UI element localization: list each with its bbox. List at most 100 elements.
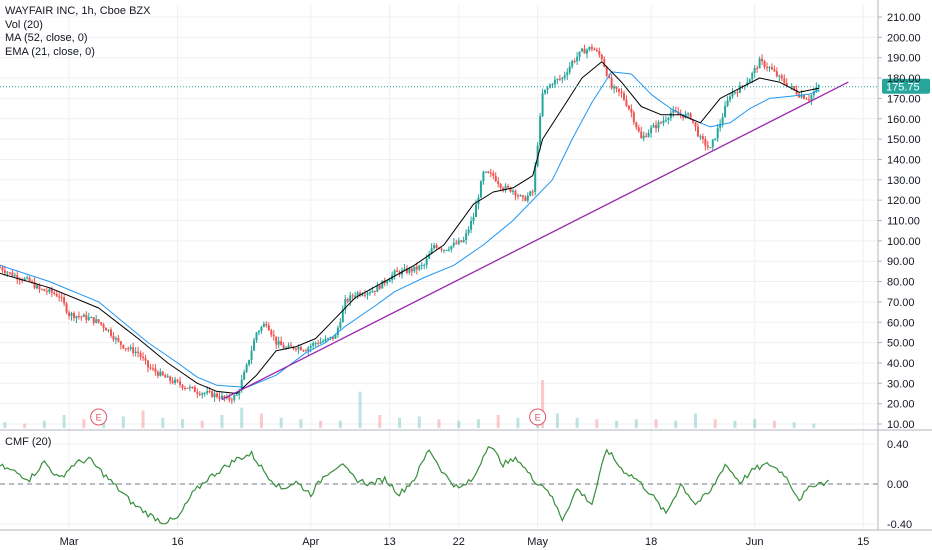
candle-body (114, 338, 117, 340)
candle-body (26, 277, 29, 279)
candle-body (238, 390, 241, 395)
candle-body (95, 319, 98, 323)
candle-body (640, 131, 643, 139)
volume-bar (437, 419, 441, 428)
candle-body (203, 393, 206, 395)
candle-body (92, 317, 95, 323)
x-tick-label: 15 (857, 536, 869, 548)
candle-body (257, 331, 260, 333)
candle-body (151, 368, 154, 370)
candle-body (583, 48, 586, 54)
candle-body (336, 327, 339, 336)
candle-body (447, 249, 450, 251)
candle-body (632, 112, 635, 123)
candle-body (277, 341, 280, 345)
candle-body (319, 341, 322, 344)
candle-body (346, 299, 349, 302)
candle-body (603, 59, 606, 67)
candle-body (507, 185, 510, 188)
symbol-title: WAYFAIR INC, 1h, Cboe BZX (5, 5, 151, 17)
x-tick-label: Mar (60, 536, 79, 548)
cmf-y-tick-label: 0.40 (887, 439, 908, 451)
volume-legend: Vol (20) (5, 18, 43, 31)
candle-body (90, 317, 93, 319)
candle-body (183, 387, 186, 389)
candle-body (425, 258, 428, 265)
candle-body (154, 368, 157, 372)
candle-body (576, 56, 579, 62)
candle-body (450, 245, 453, 250)
candle-body (1, 267, 4, 271)
candle-body (415, 266, 418, 270)
earnings-marker[interactable]: E (529, 408, 547, 426)
volume-bar (378, 414, 382, 428)
candle-body (748, 79, 751, 83)
earnings-marker-label: E (535, 413, 541, 423)
candle-body (573, 61, 576, 63)
candle-body (196, 392, 199, 394)
candle-body (408, 268, 411, 273)
cmf-legend: CMF (20) (5, 436, 52, 448)
candle-body (410, 268, 413, 272)
candle-body (31, 281, 34, 283)
candle-body (97, 319, 100, 323)
candle-body (381, 280, 384, 289)
candle-body (687, 113, 690, 115)
candle-body (544, 89, 547, 94)
candle-body (465, 232, 468, 241)
candle-body (230, 399, 233, 401)
candle-body (704, 139, 707, 146)
candle-body (361, 294, 364, 296)
volume-bar (733, 420, 737, 428)
volume-bar (62, 414, 66, 428)
candle-body (793, 86, 796, 90)
candle-body (452, 242, 455, 246)
candle-body (378, 285, 381, 289)
candle-body (144, 358, 147, 361)
earnings-marker-circle (90, 408, 108, 426)
candle-body (77, 315, 80, 317)
y-tick-label: 70.00 (887, 297, 915, 309)
candle-body (16, 275, 19, 280)
candle-body (682, 114, 685, 118)
candle-body (741, 85, 744, 87)
candle-body (35, 285, 38, 289)
volume-bars (3, 380, 816, 428)
candle-body (193, 386, 196, 393)
candle-body (186, 387, 189, 389)
candle-body (164, 375, 167, 378)
candle-body (738, 85, 741, 93)
earnings-marker[interactable]: E (90, 408, 108, 426)
candle-body (359, 292, 362, 296)
candle-body (6, 272, 9, 274)
candle-body (647, 132, 650, 137)
candle-body (80, 316, 83, 318)
earnings-marker-circle (529, 408, 547, 426)
candle-body (403, 268, 406, 271)
candle-body (790, 86, 793, 88)
volume-bar (417, 416, 421, 428)
candle-body (327, 338, 330, 340)
candle-body (672, 110, 675, 113)
y-tick-label: 30.00 (887, 378, 915, 390)
volume-bar (121, 416, 125, 428)
ema-21-line (0, 61, 819, 394)
candle-body (600, 54, 603, 60)
volume-bar (338, 420, 342, 428)
candle-body (253, 340, 256, 351)
candle-body (551, 84, 554, 86)
candle-body (297, 346, 300, 350)
volume-bar (259, 413, 263, 428)
candle-body (556, 78, 559, 80)
candle-body (780, 75, 783, 79)
candle-body (75, 315, 78, 319)
candle-body (396, 270, 399, 272)
candle-body (302, 350, 305, 352)
candle-body (714, 138, 717, 140)
y-tick-label: 200.00 (887, 32, 921, 44)
candle-body (100, 322, 103, 325)
candle-body (521, 195, 524, 198)
candle-body (317, 342, 320, 344)
